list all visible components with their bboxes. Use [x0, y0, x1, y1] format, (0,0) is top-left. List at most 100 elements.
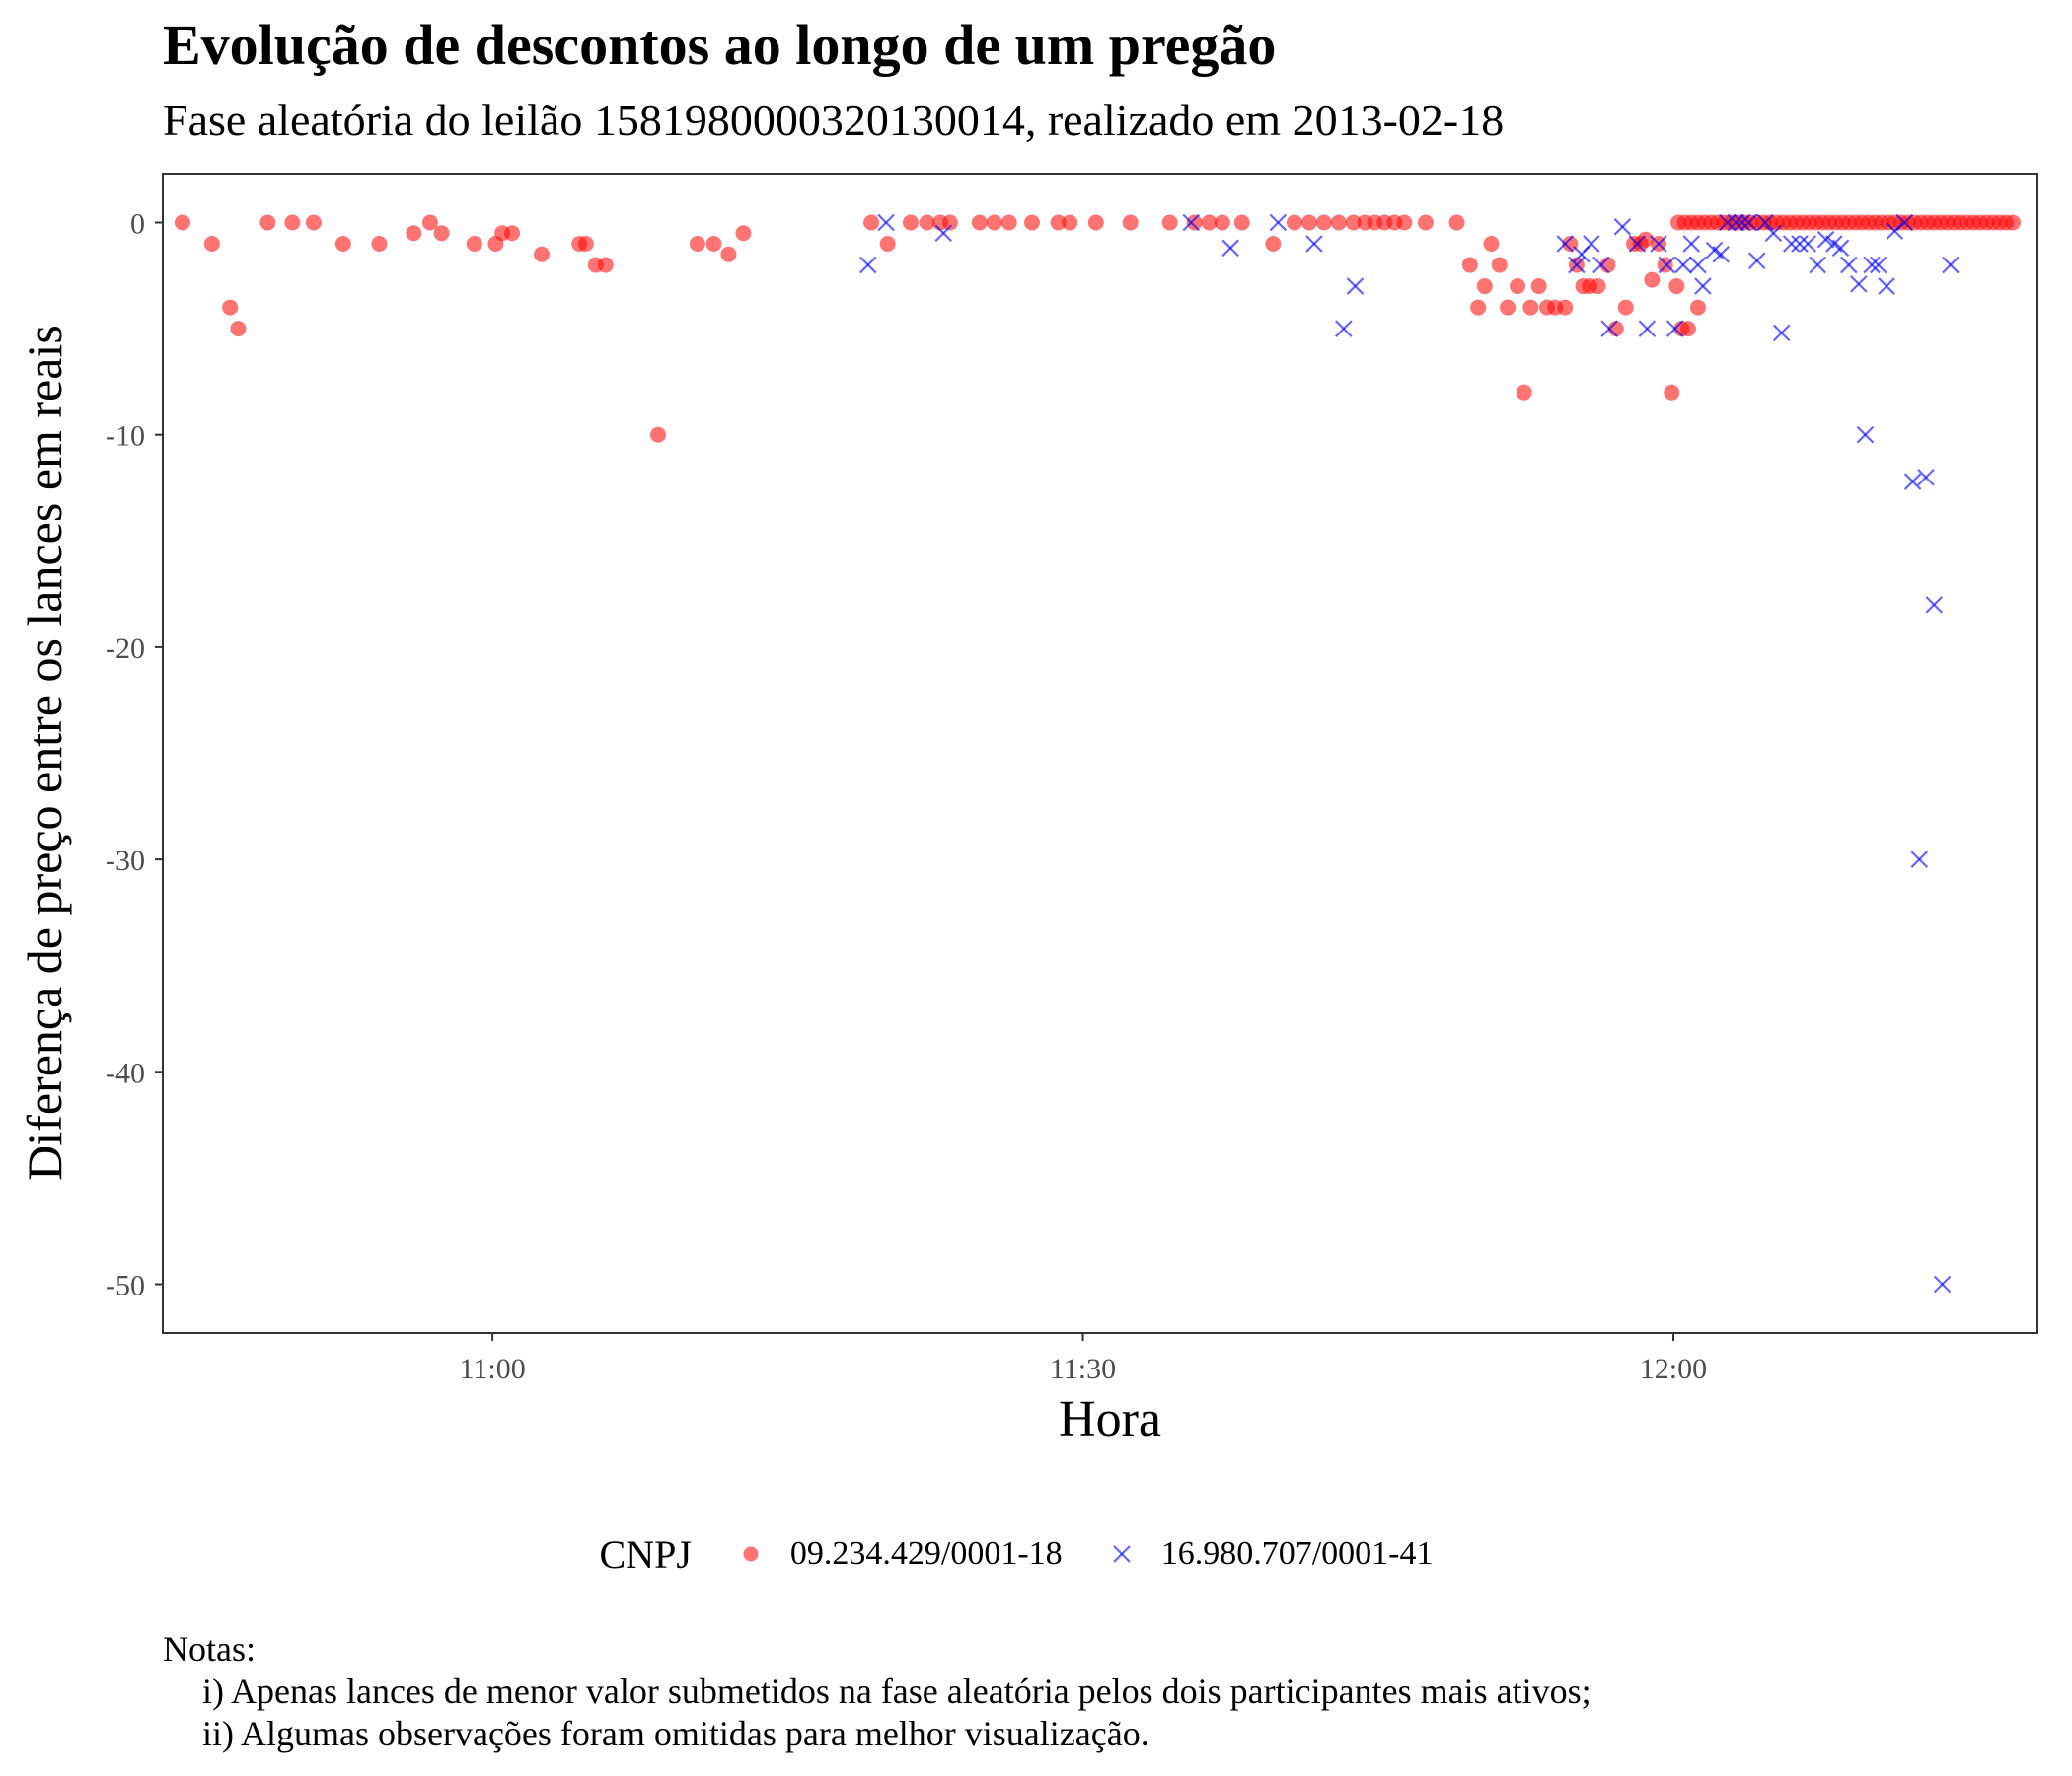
- point-series-2: [1556, 235, 1575, 253]
- point-series-2: [1772, 324, 1791, 342]
- point-series-1: [1470, 299, 1487, 316]
- point-series-1: [222, 299, 239, 316]
- point-series-2: [1747, 252, 1766, 270]
- point-series-2: [1305, 235, 1323, 253]
- point-series-1: [1201, 214, 1218, 231]
- point-series-1: [504, 225, 521, 242]
- point-series-1: [1024, 214, 1041, 231]
- point-series-1: [1265, 236, 1282, 253]
- point-series-2: [1917, 468, 1935, 486]
- point-series-2: [1869, 256, 1887, 274]
- point-series-1: [466, 236, 482, 253]
- x-tick-label: 12:00: [1640, 1353, 1707, 1385]
- point-series-1: [903, 214, 920, 231]
- note-line-2: ii) Algumas observações foram omitidas p…: [202, 1714, 1149, 1753]
- point-series-2: [1600, 320, 1618, 337]
- point-series-1: [1637, 231, 1654, 248]
- y-tick-label: -20: [106, 632, 145, 665]
- chart-title: Evolução de descontos ao longo de um pre…: [163, 13, 1277, 77]
- point-series-1: [1516, 384, 1532, 401]
- point-series-1: [1476, 278, 1493, 295]
- point-series-2: [859, 256, 877, 274]
- point-series-1: [174, 214, 190, 231]
- point-series-1: [1522, 299, 1539, 316]
- point-series-1: [334, 236, 351, 253]
- point-series-2: [1791, 235, 1809, 253]
- chart-subtitle: Fase aleatória do leilão 158198000032013…: [163, 95, 1505, 145]
- point-series-2: [1613, 218, 1632, 236]
- point-series-1: [577, 236, 594, 253]
- point-series-2: [1628, 235, 1647, 253]
- point-series-1: [1286, 214, 1302, 231]
- point-series-1: [650, 426, 667, 443]
- point-series-1: [1087, 214, 1104, 231]
- point-series-1: [1300, 214, 1317, 231]
- point-series-2: [1712, 245, 1730, 263]
- point-series-2: [1739, 213, 1758, 232]
- point-series-1: [919, 214, 935, 231]
- plot-panel-border: [162, 173, 2038, 1334]
- point-series-2: [1727, 213, 1744, 232]
- point-series-1: [1345, 214, 1362, 231]
- point-series-1: [1664, 384, 1680, 401]
- point-series-1: [259, 214, 276, 231]
- point-series-1: [433, 225, 450, 242]
- y-axis-title: Diferença de preço entre os lances em re…: [17, 325, 72, 1181]
- x-axis-title: Hora: [1059, 1391, 1161, 1447]
- point-series-2: [1583, 235, 1600, 253]
- point-series-1: [406, 225, 422, 242]
- point-series-2: [1269, 213, 1288, 232]
- point-series-2: [934, 224, 953, 243]
- point-series-2: [1942, 256, 1960, 274]
- y-tick-label: -30: [106, 845, 145, 877]
- point-series-1: [2005, 214, 2022, 231]
- point-series-1: [971, 214, 988, 231]
- point-series-2: [1764, 224, 1783, 243]
- point-series-2: [1638, 320, 1657, 337]
- point-series-1: [689, 236, 705, 253]
- x-tick-label: 11:00: [460, 1353, 526, 1385]
- point-series-2: [1799, 235, 1817, 253]
- point-series-1: [1530, 278, 1547, 295]
- point-series-2: [1694, 277, 1712, 295]
- legend-item-16-980-707: 16.980.707/0001-41: [1102, 1534, 1434, 1574]
- y-tick-label: -40: [106, 1057, 145, 1089]
- point-series-2: [1756, 213, 1774, 232]
- point-series-2: [877, 213, 895, 232]
- point-series-1: [1330, 214, 1347, 231]
- point-series-1: [1417, 214, 1434, 231]
- legend-title: CNPJ: [599, 1531, 692, 1577]
- point-series-2: [1689, 256, 1707, 274]
- point-series-1: [1557, 299, 1574, 316]
- point-series-2: [1346, 277, 1365, 295]
- point-series-2: [1592, 256, 1610, 274]
- y-tick-label: -50: [106, 1270, 145, 1302]
- point-series-2: [1863, 256, 1881, 274]
- point-series-2: [1878, 277, 1895, 295]
- note-line-1: i) Apenas lances de menor valor submetid…: [202, 1671, 1591, 1711]
- legend: CNPJ 09.234.429/0001-18 16.980.707/0001-…: [0, 1524, 2072, 1584]
- scatter-plot: 0 -10 -20 -30 -40 -50 11:00 11:30 12:00 Hora Di…: [17, 173, 2038, 1447]
- point-series-1: [1233, 214, 1250, 231]
- point-series-1: [863, 214, 880, 231]
- point-series-2: [1933, 1275, 1952, 1294]
- legend-label: 16.980.707/0001-41: [1160, 1535, 1434, 1572]
- x-axis: 11:00 11:30 12:00: [460, 1333, 1707, 1385]
- point-series-1: [1483, 236, 1500, 253]
- point-series-1: [986, 214, 1002, 231]
- point-series-1: [1396, 214, 1413, 231]
- x-tick-label: 11:30: [1050, 1353, 1116, 1385]
- point-series-2: [1840, 256, 1858, 274]
- point-series-1: [1448, 214, 1465, 231]
- plot-points: [174, 213, 2022, 1294]
- point-series-1: [879, 236, 896, 253]
- point-series-1: [284, 214, 301, 231]
- point-series-1: [1186, 214, 1203, 231]
- point-series-2: [1925, 596, 1944, 614]
- point-series-1: [1491, 257, 1508, 273]
- point-series-1: [1590, 278, 1606, 295]
- point-series-2: [1335, 320, 1353, 337]
- point-series-1: [305, 214, 322, 231]
- point-series-2: [1895, 213, 1914, 232]
- notes-heading: Notas:: [163, 1629, 256, 1668]
